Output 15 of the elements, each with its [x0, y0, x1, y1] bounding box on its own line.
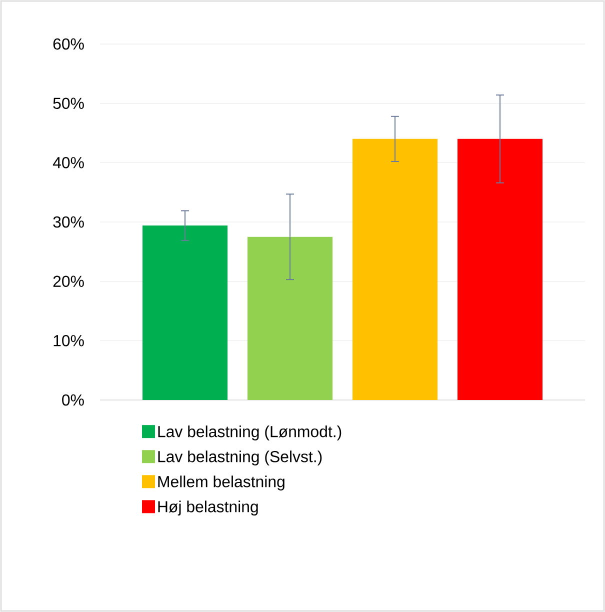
y-tick-label: 40% [52, 157, 84, 168]
legend-label: Lav belastning (Lønmodt.) [158, 426, 342, 440]
y-tick-label: 0% [62, 394, 84, 406]
legend-label: Høj belastning [158, 500, 258, 516]
y-tick-label: 30% [53, 216, 84, 228]
y-tick-label: 20% [53, 276, 84, 287]
bar [248, 236, 333, 400]
bar [458, 138, 543, 400]
bar [352, 138, 438, 400]
legend-label: Lav belastning (Selvst.) [158, 450, 322, 466]
y-tick-label: 50% [53, 98, 84, 109]
y-tick-label: 10% [54, 335, 84, 346]
bar [142, 226, 228, 400]
y-tick-label: 60% [53, 38, 84, 50]
legend-label: Mellem belastning [158, 476, 284, 490]
